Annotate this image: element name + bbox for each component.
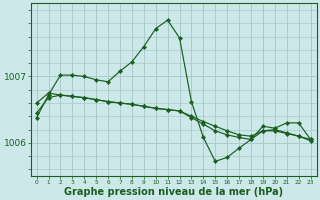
X-axis label: Graphe pression niveau de la mer (hPa): Graphe pression niveau de la mer (hPa) bbox=[64, 187, 283, 197]
